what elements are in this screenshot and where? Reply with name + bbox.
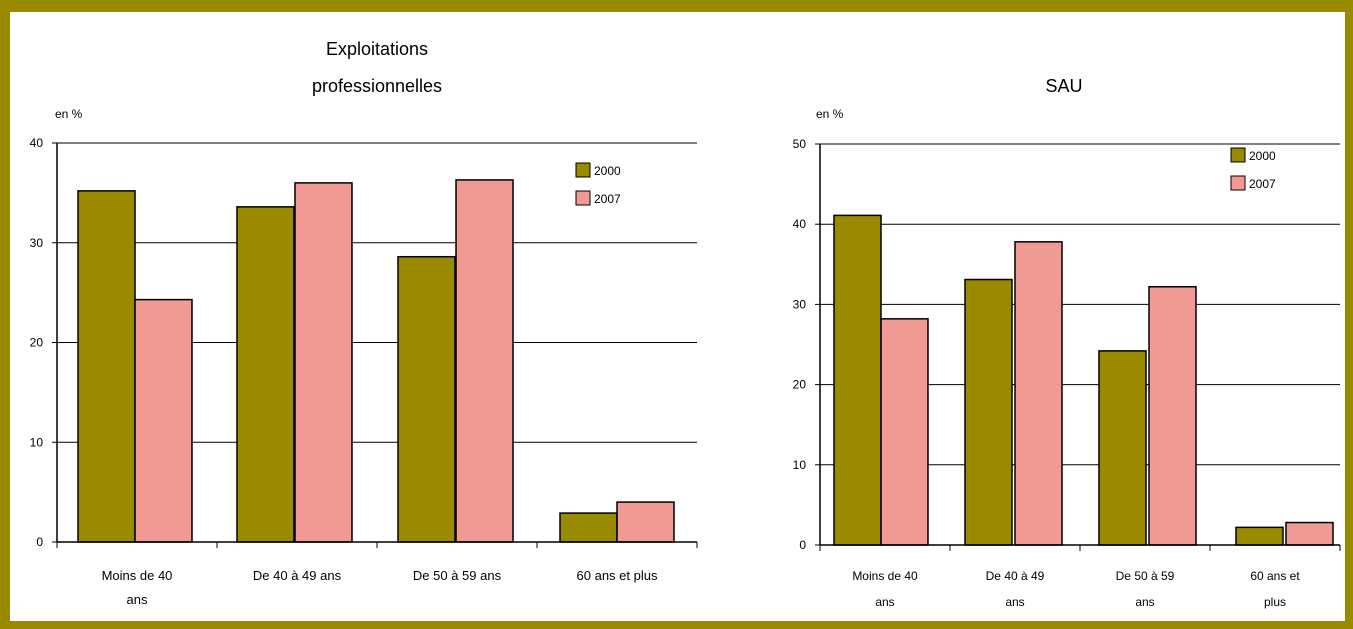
chart-2: SAU en % 0 10 20 30 40 50 Moins de 40 ans De 40 à … (793, 76, 1341, 609)
y-tick-label: 30 (793, 297, 807, 311)
x-tick-label: De 50 à 59 (1116, 569, 1175, 583)
x-tick-label: plus (1264, 595, 1286, 609)
bar-2007-3 (1148, 286, 1197, 546)
chart-title: Exploitations (326, 39, 428, 59)
y-tick-label: 30 (30, 236, 44, 250)
bar-2007-4 (616, 501, 675, 543)
x-tick-label: De 40 à 49 ans (253, 568, 342, 583)
bar-2000-3 (1098, 350, 1147, 546)
legend-swatch-2000 (575, 162, 591, 178)
chart-title: professionnelles (312, 76, 442, 96)
legend-swatch-2007 (575, 190, 591, 206)
y-tick-label: 50 (793, 137, 807, 151)
legend-label-2000: 2000 (1249, 149, 1276, 163)
bar-2007-2 (294, 182, 353, 543)
x-tick-label: Moins de 40 (852, 569, 918, 583)
bar-2007-3 (455, 179, 514, 543)
legend-label-2007: 2007 (1249, 177, 1276, 191)
legend-label-2000: 2000 (594, 164, 621, 178)
y-tick-label: 20 (30, 336, 44, 350)
y-tick-label: 20 (793, 378, 807, 392)
chart-1: Exploitations professionnelles en % 0 10 20 30… (30, 39, 698, 607)
y-tick-label: 40 (30, 136, 44, 150)
y-unit-label: en % (816, 107, 844, 121)
x-tick-label: De 40 à 49 (986, 569, 1045, 583)
bar-2000-2 (964, 278, 1013, 546)
x-tick-label: ans (127, 592, 148, 607)
chart-title: SAU (1045, 76, 1082, 96)
y-tick-label: 0 (36, 535, 43, 549)
bar-2000-1 (77, 190, 136, 543)
bar-2007-4 (1285, 521, 1334, 546)
y-tick-label: 0 (799, 538, 806, 552)
bar-2000-4 (1235, 526, 1284, 546)
bar-2007-1 (134, 298, 193, 543)
x-tick-label: ans (875, 595, 894, 609)
x-tick-label: ans (1135, 595, 1154, 609)
y-tick-label: 10 (793, 458, 807, 472)
bar-2007-2 (1014, 241, 1063, 546)
x-tick-label: ans (1005, 595, 1024, 609)
y-tick-label: 10 (30, 435, 44, 449)
y-tick-label: 40 (793, 217, 807, 231)
bar-2000-2 (236, 206, 295, 543)
bar-2007-1 (880, 318, 929, 546)
legend-label-2007: 2007 (594, 192, 621, 206)
bar-2000-1 (833, 214, 882, 546)
legend-swatch-2000 (1230, 147, 1246, 163)
x-tick-label: 60 ans et plus (577, 568, 658, 583)
y-unit-label: en % (55, 107, 83, 121)
legend-swatch-2007 (1230, 175, 1246, 191)
x-tick-label: De 50 à 59 ans (413, 568, 502, 583)
bar-2000-3 (397, 255, 456, 543)
x-tick-label: Moins de 40 (102, 568, 173, 583)
x-tick-label: 60 ans et (1250, 569, 1300, 583)
bar-2000-4 (559, 512, 618, 543)
